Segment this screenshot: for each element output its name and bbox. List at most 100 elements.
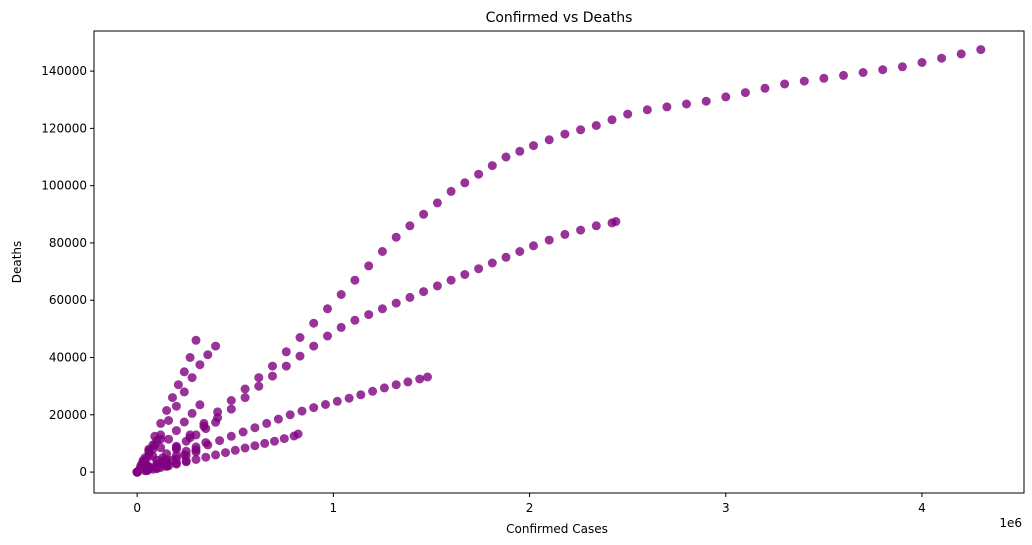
data-point [405, 221, 415, 231]
x-tick-label: 1 [330, 501, 338, 515]
data-point [295, 351, 305, 361]
data-point [740, 88, 750, 98]
data-point [446, 186, 456, 196]
data-point [662, 102, 672, 112]
data-point [191, 447, 201, 457]
data-point [309, 403, 319, 413]
data-point [268, 371, 277, 381]
data-point [544, 135, 554, 145]
data-point [171, 458, 181, 468]
y-tick-label: 40000 [49, 351, 87, 365]
data-point [356, 390, 366, 400]
data-point [368, 386, 378, 396]
data-point [195, 360, 205, 370]
data-point [181, 436, 191, 446]
data-point [171, 443, 181, 452]
data-point [262, 418, 272, 428]
data-point [976, 45, 986, 55]
x-tick-label: 2 [526, 501, 534, 515]
data-point [701, 96, 711, 106]
data-point [179, 387, 189, 397]
data-point [419, 287, 429, 297]
data-point [501, 152, 511, 162]
data-point [156, 418, 166, 428]
data-point [164, 461, 174, 471]
x-axis-offset-label: 1e6 [999, 516, 1022, 530]
data-point [576, 125, 586, 135]
data-point [760, 83, 770, 93]
data-point [203, 350, 213, 360]
data-point [405, 292, 415, 302]
data-point [560, 129, 570, 139]
data-point [281, 347, 291, 357]
data-point [682, 99, 691, 109]
data-point [191, 430, 201, 440]
data-point [379, 383, 389, 393]
data-point [260, 438, 270, 448]
data-points [132, 45, 986, 477]
data-point [446, 275, 456, 285]
data-point [432, 198, 442, 208]
y-tick-label: 140000 [41, 64, 87, 78]
data-point [332, 396, 342, 406]
data-point [254, 381, 264, 391]
data-point [839, 70, 848, 80]
y-tick-label: 60000 [49, 293, 87, 307]
data-point [226, 404, 236, 414]
data-point [152, 436, 162, 446]
data-point [191, 455, 201, 464]
data-point [148, 464, 158, 474]
data-point [211, 450, 221, 460]
data-point [377, 247, 387, 256]
data-point [226, 396, 236, 405]
data-point [623, 109, 633, 119]
data-point [279, 434, 289, 444]
data-point [897, 62, 907, 72]
data-point [560, 229, 570, 239]
data-point [487, 258, 497, 268]
data-point [607, 115, 617, 125]
data-point [323, 304, 332, 314]
data-point [268, 361, 277, 371]
data-point [460, 178, 470, 188]
data-point [403, 377, 413, 387]
data-point [230, 445, 240, 455]
data-point [221, 448, 230, 458]
data-point [780, 79, 790, 89]
data-point [309, 341, 319, 351]
data-point [240, 393, 250, 403]
x-tick-label: 4 [918, 501, 926, 515]
data-point [611, 217, 621, 226]
data-point [191, 335, 201, 345]
data-point [201, 424, 211, 434]
data-point [364, 261, 374, 271]
data-point [226, 431, 236, 441]
data-point [254, 373, 264, 383]
data-point [185, 353, 195, 362]
data-point [364, 310, 374, 320]
data-point [156, 463, 166, 472]
data-point [270, 436, 279, 446]
y-tick-label: 120000 [41, 121, 87, 135]
data-point [171, 426, 181, 436]
data-point [273, 414, 283, 424]
data-point [211, 341, 221, 351]
data-point [238, 427, 248, 437]
data-point [293, 429, 303, 439]
data-point [819, 73, 829, 83]
data-point [799, 76, 809, 86]
data-point [201, 438, 211, 448]
data-point [187, 373, 197, 383]
data-point [515, 247, 525, 256]
data-point [487, 161, 497, 171]
data-point [460, 270, 470, 279]
data-point [937, 53, 947, 63]
data-point [240, 443, 250, 453]
data-point [956, 49, 966, 59]
data-point [323, 331, 332, 341]
data-point [211, 417, 221, 427]
data-point [164, 416, 174, 425]
data-point [474, 169, 484, 179]
x-axis-label: Confirmed Cases [506, 522, 608, 536]
data-point [295, 333, 305, 342]
